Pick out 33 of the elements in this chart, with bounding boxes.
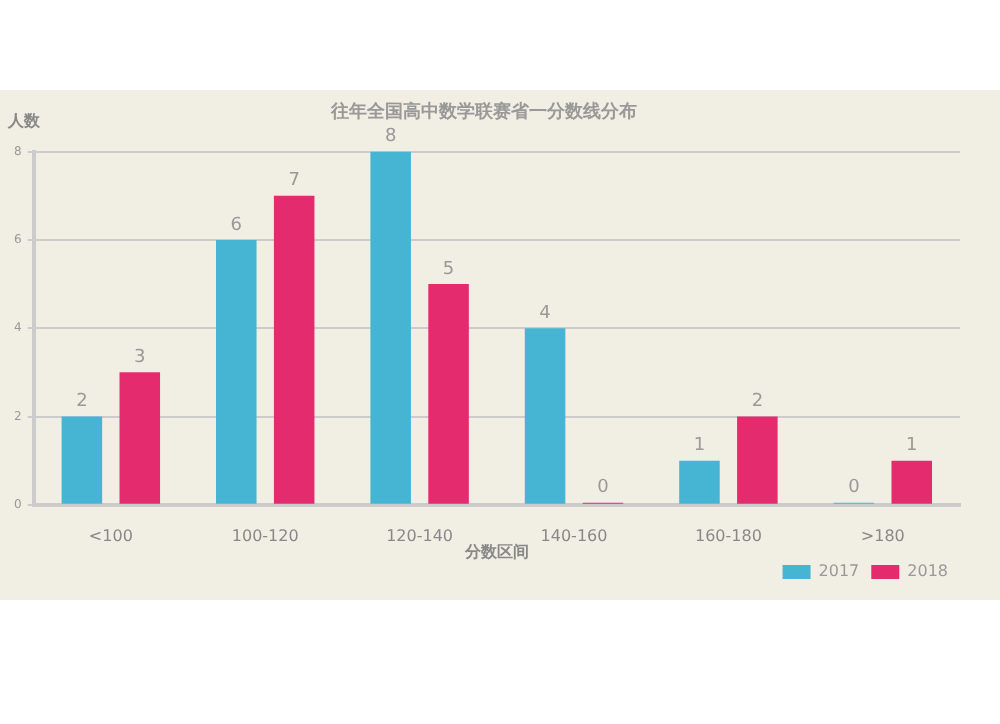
bar <box>524 328 566 504</box>
data-label: 0 <box>848 478 861 499</box>
legend-label: 2017 <box>818 562 860 581</box>
bar <box>370 151 411 504</box>
bar <box>61 416 103 504</box>
bar <box>891 460 933 504</box>
x-tick-label: >180 <box>860 526 905 545</box>
chart-title: 往年全国高中数学联赛省一分数线分布 <box>329 101 637 124</box>
data-label: 6 <box>230 215 243 236</box>
x-axis-title: 分数区间 <box>462 542 529 561</box>
data-label: 7 <box>288 171 300 192</box>
bar <box>216 239 257 504</box>
data-label: 2 <box>751 392 764 413</box>
data-label: 1 <box>906 436 918 457</box>
x-tick-label: <100 <box>88 526 133 545</box>
bar <box>679 460 720 504</box>
y-axis-title: 人数 <box>6 112 42 131</box>
x-tick-label: 160-180 <box>694 526 762 545</box>
bar <box>428 284 469 504</box>
data-label: 2 <box>76 392 88 413</box>
data-label: 5 <box>442 259 455 280</box>
legend-label: 2018 <box>907 562 948 581</box>
data-label: 0 <box>597 478 610 499</box>
data-label: 3 <box>134 348 146 369</box>
x-tick-label: 120-140 <box>386 526 454 545</box>
data-label: 1 <box>693 436 706 457</box>
bar <box>273 195 315 504</box>
bar <box>737 416 778 504</box>
x-tick-label: 140-160 <box>540 526 608 545</box>
data-label: 4 <box>539 303 552 324</box>
bar <box>119 372 161 504</box>
data-label: 8 <box>384 127 397 148</box>
x-tick-label: 100-120 <box>231 526 299 545</box>
